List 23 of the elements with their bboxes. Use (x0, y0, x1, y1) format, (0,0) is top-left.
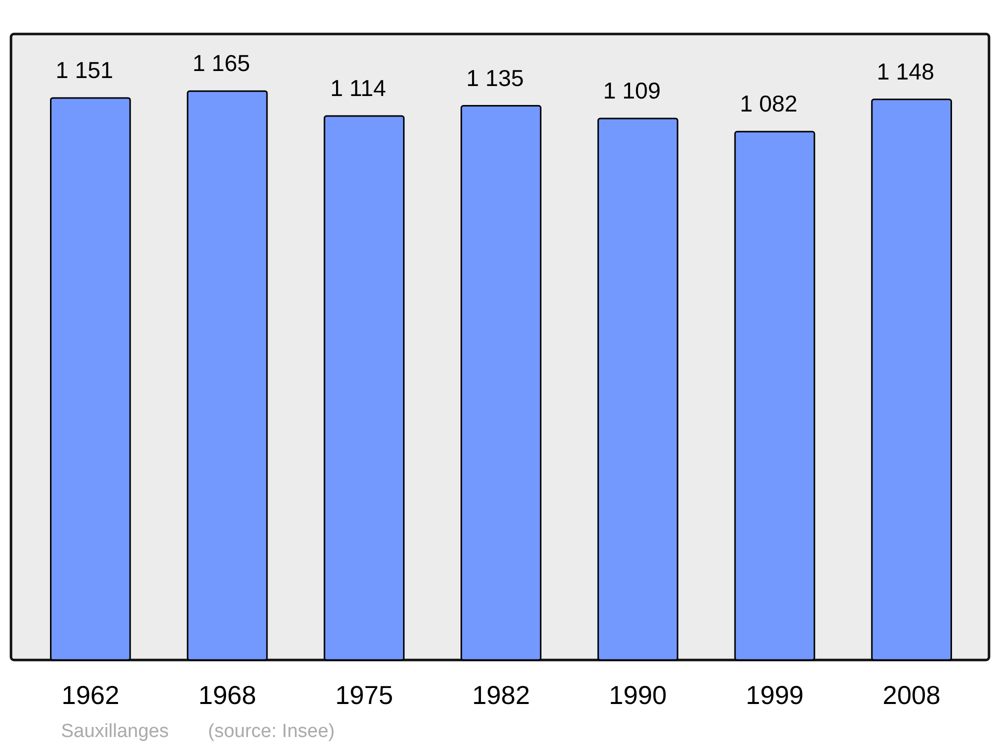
data-label: 1 151 (56, 56, 114, 83)
x-tick-label: 1975 (335, 680, 394, 710)
text: (source: Insee) (208, 721, 335, 742)
data-label: 1 148 (876, 58, 934, 84)
data-label: 1 109 (603, 77, 661, 104)
data-label: 1 082 (740, 90, 798, 117)
x-tick-label: 1968 (198, 680, 256, 710)
text: Sauxillanges (61, 721, 169, 742)
x-tick-label: 1990 (608, 680, 667, 710)
bar (324, 115, 405, 661)
bar (50, 97, 131, 661)
x-tick-label: 1982 (472, 680, 530, 710)
data-label: 1 165 (192, 50, 250, 76)
bar (597, 118, 678, 661)
x-tick-label: 1999 (746, 680, 804, 710)
data-label: 1 114 (330, 75, 386, 102)
bar (186, 90, 268, 661)
x-tick-label: 1962 (62, 680, 120, 710)
data-label: 1 135 (466, 64, 524, 91)
bar (460, 105, 542, 661)
bar (734, 130, 816, 661)
x-tick-label: 2008 (882, 680, 940, 710)
bar (871, 98, 952, 661)
